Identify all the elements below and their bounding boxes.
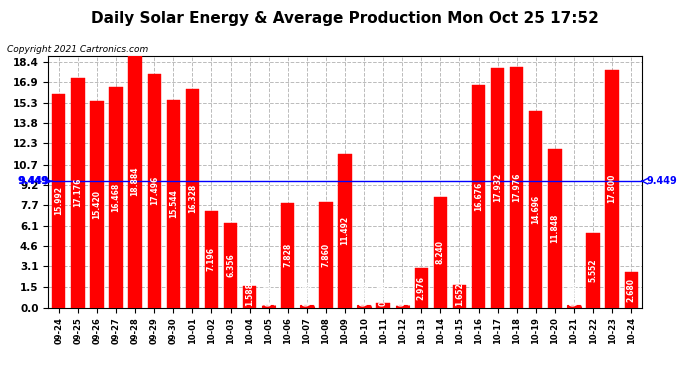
Text: 0.368: 0.368 <box>379 282 388 306</box>
Bar <box>472 85 485 308</box>
Text: 8.240: 8.240 <box>436 240 445 264</box>
Text: 16.328: 16.328 <box>188 184 197 213</box>
Text: 7.860: 7.860 <box>322 243 331 267</box>
Bar <box>281 203 295 308</box>
Bar <box>377 303 390 307</box>
Bar <box>491 68 504 308</box>
Bar <box>90 101 104 308</box>
Bar <box>395 305 409 308</box>
Text: 6.356: 6.356 <box>226 253 235 277</box>
Text: 17.932: 17.932 <box>493 173 502 202</box>
Bar <box>586 233 600 308</box>
Text: 11.848: 11.848 <box>551 214 560 243</box>
Text: 2.680: 2.680 <box>627 278 635 302</box>
Bar <box>529 111 542 308</box>
Text: 15.992: 15.992 <box>55 186 63 215</box>
Text: 0.000: 0.000 <box>264 282 273 306</box>
Text: 17.976: 17.976 <box>512 173 521 202</box>
Text: 7.828: 7.828 <box>284 243 293 267</box>
Text: 1.588: 1.588 <box>245 282 254 306</box>
Text: 11.492: 11.492 <box>340 216 350 245</box>
Text: 16.468: 16.468 <box>112 183 121 212</box>
Bar <box>357 305 371 308</box>
Bar <box>243 286 256 308</box>
Bar <box>415 268 428 308</box>
Bar <box>148 74 161 308</box>
Text: 9.449: 9.449 <box>17 176 48 186</box>
Bar <box>319 202 333 308</box>
Text: 9.449: 9.449 <box>19 176 49 186</box>
Text: 0.000: 0.000 <box>397 282 406 306</box>
Text: 0.000: 0.000 <box>569 282 578 306</box>
Bar <box>567 305 581 308</box>
Text: 17.800: 17.800 <box>608 174 617 203</box>
Bar <box>549 149 562 308</box>
Text: 2.976: 2.976 <box>417 276 426 300</box>
Bar <box>338 154 352 308</box>
Bar <box>166 100 180 308</box>
Bar <box>186 89 199 308</box>
Bar <box>109 87 123 308</box>
Text: Copyright 2021 Cartronics.com: Copyright 2021 Cartronics.com <box>7 45 148 54</box>
Bar <box>262 305 275 308</box>
Bar <box>300 305 313 308</box>
Text: Daily Solar Energy & Average Production Mon Oct 25 17:52: Daily Solar Energy & Average Production … <box>91 11 599 26</box>
Bar <box>605 70 619 308</box>
Text: 7.196: 7.196 <box>207 248 216 272</box>
Bar <box>453 285 466 308</box>
Text: 17.176: 17.176 <box>73 178 82 207</box>
Text: 18.884: 18.884 <box>130 166 139 196</box>
Bar <box>510 67 524 308</box>
Text: 1.652: 1.652 <box>455 282 464 306</box>
Bar <box>624 272 638 308</box>
Text: 16.676: 16.676 <box>474 182 483 211</box>
Bar <box>224 222 237 308</box>
Bar <box>71 78 85 308</box>
Bar <box>52 94 66 308</box>
Text: 5.552: 5.552 <box>589 259 598 282</box>
Text: 15.544: 15.544 <box>169 189 178 218</box>
Text: 17.496: 17.496 <box>150 176 159 205</box>
Text: 9.449: 9.449 <box>647 176 677 186</box>
Text: 0.000: 0.000 <box>302 282 311 306</box>
Text: 0.000: 0.000 <box>359 282 368 306</box>
Bar <box>205 211 218 308</box>
Bar <box>434 197 447 308</box>
Text: 15.420: 15.420 <box>92 190 101 219</box>
Bar <box>128 55 141 308</box>
Text: 14.696: 14.696 <box>531 195 540 224</box>
